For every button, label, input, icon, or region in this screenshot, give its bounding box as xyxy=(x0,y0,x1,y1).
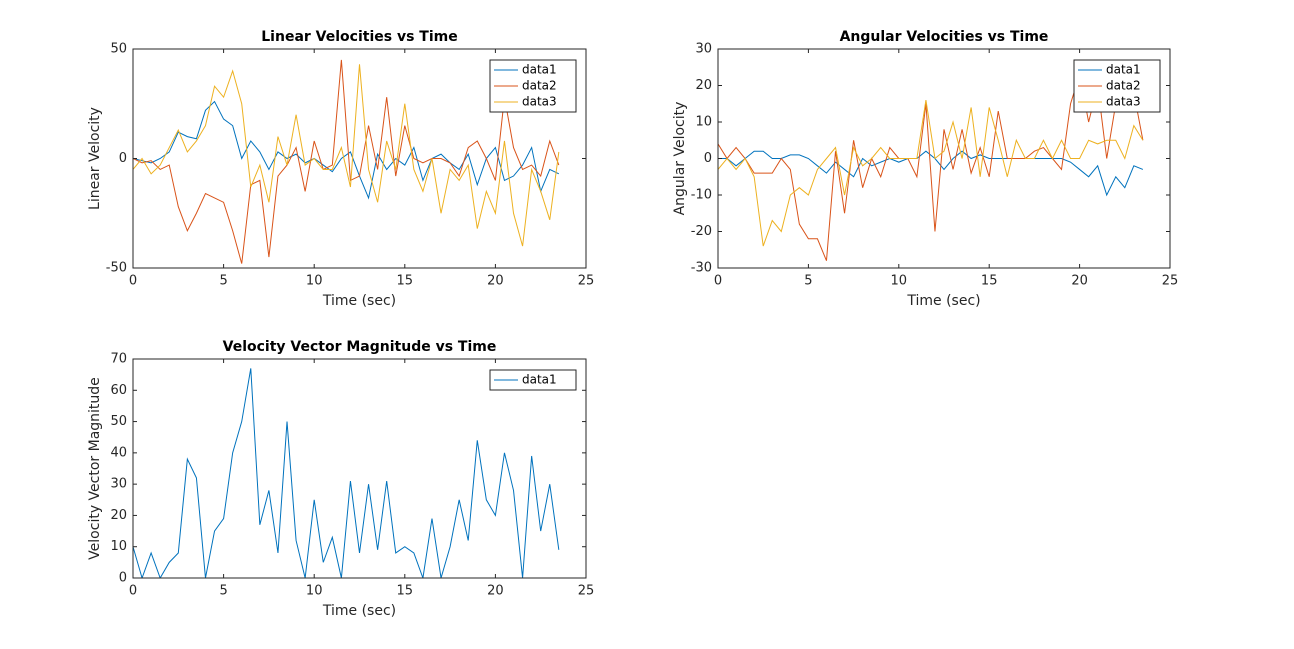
y-tick-label: 60 xyxy=(110,383,127,398)
chart-title: Angular Velocities vs Time xyxy=(840,29,1049,45)
data-line xyxy=(133,64,560,247)
data-line xyxy=(718,74,1144,261)
legend-label: data3 xyxy=(1106,95,1141,109)
legend-label: data1 xyxy=(522,63,557,77)
y-tick-label: 10 xyxy=(695,115,712,130)
x-tick-label: 15 xyxy=(397,584,414,599)
data-line xyxy=(718,150,1144,197)
legend-box xyxy=(489,369,577,391)
chart-title: Linear Velocities vs Time xyxy=(261,29,457,45)
legend-label: data1 xyxy=(1106,63,1141,77)
x-tick-label: 25 xyxy=(578,584,595,599)
data-line xyxy=(718,100,1144,247)
x-tick-label: 20 xyxy=(487,584,504,599)
x-tick-label: 25 xyxy=(578,274,595,289)
legend: data1 data2 data3 xyxy=(489,59,577,113)
legend-label: data3 xyxy=(522,95,557,109)
x-tick-label: 0 xyxy=(129,584,137,599)
y-tick-label: 70 xyxy=(110,352,127,367)
x-tick-label: 0 xyxy=(714,274,722,289)
y-tick-label: 20 xyxy=(695,78,712,93)
data-line xyxy=(133,368,560,578)
legend: data1 data2 data3 xyxy=(1073,59,1161,113)
chart-title: Velocity Vector Magnitude vs Time xyxy=(223,339,497,355)
x-axis-label: Time (sec) xyxy=(322,293,396,309)
x-tick-label: 10 xyxy=(306,584,323,599)
data-line xyxy=(133,59,560,264)
x-tick-label: 20 xyxy=(1071,274,1088,289)
x-tick-label: 5 xyxy=(219,584,227,599)
y-tick-label: 20 xyxy=(110,508,127,523)
x-tick-label: 25 xyxy=(1162,274,1179,289)
y-tick-label: -30 xyxy=(691,261,712,276)
x-axis-label: Time (sec) xyxy=(322,603,396,619)
y-tick-label: 40 xyxy=(110,445,127,460)
y-tick-label: 50 xyxy=(110,414,127,429)
y-axis-label: Velocity Vector Magnitude xyxy=(87,377,103,560)
subplot: 0 5 10 15 20 25 0 10 20 30 40 50 60 70 Velocity Vector… xyxy=(87,339,594,619)
y-tick-label: -50 xyxy=(106,261,127,276)
y-tick-label: 10 xyxy=(110,539,127,554)
data-line xyxy=(133,100,560,200)
x-tick-label: 5 xyxy=(804,274,812,289)
x-tick-label: 10 xyxy=(891,274,908,289)
x-tick-label: 20 xyxy=(487,274,504,289)
x-tick-label: 10 xyxy=(306,274,323,289)
plot-area xyxy=(718,74,1144,261)
y-tick-label: -10 xyxy=(691,188,712,203)
subplot: 0 5 10 15 20 25 -30 -20 -10 0 10 20 30 Angular Veloci… xyxy=(672,29,1178,309)
plot-area xyxy=(133,368,560,578)
y-tick-label: 50 xyxy=(110,42,127,57)
x-tick-label: 15 xyxy=(397,274,414,289)
y-tick-label: 0 xyxy=(119,151,127,166)
legend-label: data2 xyxy=(522,79,557,93)
y-tick-label: 30 xyxy=(695,42,712,57)
x-tick-label: 5 xyxy=(219,274,227,289)
y-tick-label: 0 xyxy=(119,571,127,586)
y-tick-label: -20 xyxy=(691,224,712,239)
legend-label: data1 xyxy=(522,373,557,387)
axes-background xyxy=(133,359,586,578)
y-axis-label: Linear Velocity xyxy=(87,107,103,210)
legend: data1 xyxy=(489,369,577,391)
legend-label: data2 xyxy=(1106,79,1141,93)
axes-box xyxy=(132,358,587,579)
y-axis-label: Angular Velocity xyxy=(672,102,688,216)
x-axis-label: Time (sec) xyxy=(906,293,980,309)
y-tick-label: 30 xyxy=(110,477,127,492)
y-tick-label: 0 xyxy=(704,151,712,166)
x-tick-label: 15 xyxy=(981,274,998,289)
x-tick-label: 0 xyxy=(129,274,137,289)
plot-area xyxy=(133,59,560,264)
